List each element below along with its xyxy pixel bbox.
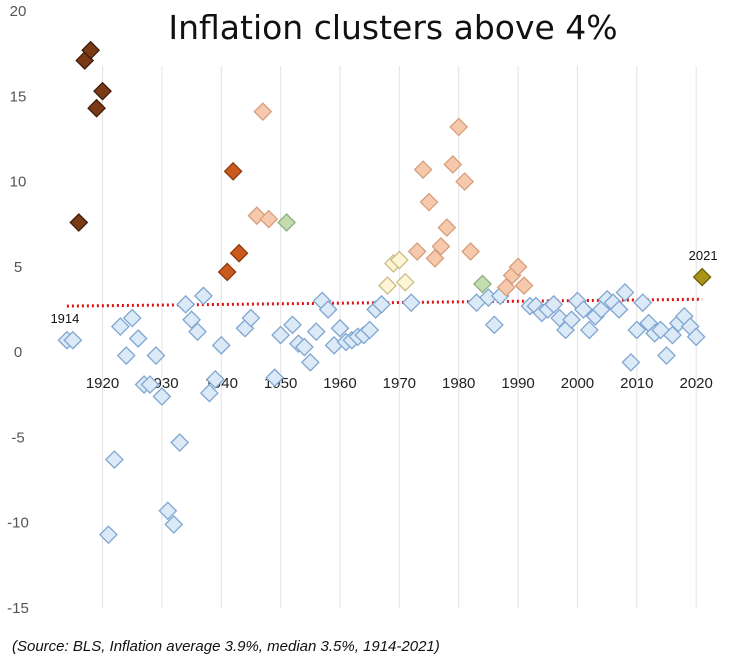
x-tick-label: 1970 <box>383 375 416 392</box>
data-point <box>146 346 166 365</box>
data-point <box>443 155 463 174</box>
data-point <box>395 272 415 292</box>
data-point <box>104 450 124 470</box>
data-point <box>128 329 148 348</box>
y-tick-label: 5 <box>14 259 22 276</box>
data-point <box>265 368 285 388</box>
y-tick-label: 20 <box>10 3 27 20</box>
data-point <box>449 117 469 137</box>
data-point <box>241 308 261 328</box>
data-point <box>211 335 231 355</box>
data-point <box>461 242 481 261</box>
data-point <box>277 213 296 232</box>
data-point <box>283 315 302 335</box>
y-tick-label: 0 <box>14 344 22 361</box>
data-point <box>199 383 219 403</box>
data-point <box>217 262 237 282</box>
data-point <box>455 172 475 191</box>
vertical-gridlines <box>102 66 697 608</box>
data-point <box>205 370 225 389</box>
data-point <box>431 236 451 256</box>
data-point <box>413 160 433 180</box>
data-point <box>372 294 391 314</box>
chart-title: Inflation clusters above 4% <box>168 8 617 47</box>
data-point <box>508 257 528 277</box>
data-point <box>544 294 564 314</box>
source-note: (Source: BLS, Inflation average 3.9%, me… <box>12 638 440 655</box>
y-tick-label: -15 <box>7 600 29 617</box>
y-tick-label: 15 <box>10 88 27 105</box>
data-point <box>223 161 243 181</box>
data-point <box>692 267 712 287</box>
x-tick-label: 1920 <box>86 375 119 392</box>
data-point <box>110 317 130 336</box>
x-tick-label: 1980 <box>442 375 475 392</box>
x-axis-tick-labels: 1920 1930 1940 1950 1960 1970 1980 1990 2000 2010… <box>86 375 713 392</box>
data-point <box>615 283 635 302</box>
y-tick-label: -10 <box>7 515 29 532</box>
data-point <box>176 294 196 314</box>
point-annotations: 1914 2021 <box>50 248 717 326</box>
data-point <box>247 206 267 226</box>
data-point <box>300 352 320 372</box>
data-point <box>686 327 706 347</box>
data-point <box>573 300 593 319</box>
data-point <box>360 320 380 340</box>
data-point <box>116 346 136 365</box>
y-tick-label: 10 <box>10 174 27 191</box>
data-point <box>378 276 397 296</box>
data-point <box>122 308 142 328</box>
data-point <box>484 315 504 335</box>
data-point <box>562 310 581 330</box>
x-tick-label: 2010 <box>620 375 653 392</box>
x-tick-label: 2000 <box>561 375 594 392</box>
data-point <box>164 515 184 534</box>
data-point <box>306 322 326 342</box>
data-point <box>609 300 629 319</box>
data-point <box>330 318 350 338</box>
data-point <box>473 274 492 294</box>
data-point <box>87 98 107 118</box>
data-point <box>318 300 338 319</box>
y-axis-tick-labels: -15 -10 -5 0 5 10 15 20 <box>7 3 29 617</box>
data-point <box>389 250 409 270</box>
x-tick-label: 2020 <box>680 375 713 392</box>
data-point <box>259 209 279 229</box>
data-point <box>63 330 83 350</box>
data-point <box>93 81 112 101</box>
data-point <box>158 501 178 521</box>
data-point <box>621 352 641 372</box>
data-point <box>294 337 314 357</box>
data-point <box>407 242 427 261</box>
data-point <box>194 286 213 306</box>
data-point <box>170 433 190 452</box>
data-point <box>81 40 101 60</box>
data-point <box>229 243 249 263</box>
data-point <box>99 525 118 545</box>
data-point <box>140 375 160 394</box>
y-tick-label: -5 <box>11 429 24 446</box>
data-point <box>271 325 291 345</box>
x-tick-label: 1960 <box>323 375 356 392</box>
x-tick-label: 1990 <box>501 375 534 392</box>
data-point <box>253 102 273 122</box>
annotation-label: 1914 <box>50 311 79 326</box>
data-point <box>514 276 534 296</box>
data-point <box>657 346 676 365</box>
annotation-label: 2021 <box>689 248 718 263</box>
data-point <box>401 293 421 313</box>
data-point <box>633 293 653 313</box>
data-point <box>69 213 89 232</box>
data-point <box>627 320 647 340</box>
data-points <box>57 40 712 545</box>
trendline <box>66 297 703 308</box>
data-point <box>579 320 599 340</box>
data-point <box>152 387 172 406</box>
data-point <box>419 192 439 212</box>
data-point <box>188 322 207 342</box>
data-point <box>437 218 457 238</box>
data-point <box>651 320 670 340</box>
